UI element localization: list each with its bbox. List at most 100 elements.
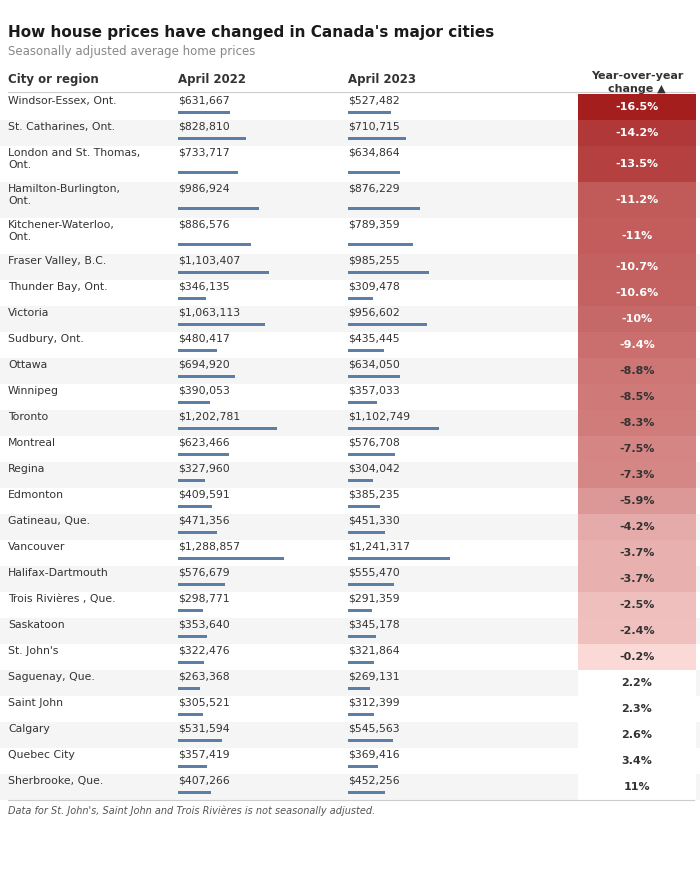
Text: -4.2%: -4.2% bbox=[620, 522, 654, 532]
Bar bbox=[348, 111, 391, 114]
Text: -2.4%: -2.4% bbox=[620, 626, 654, 636]
Text: -7.3%: -7.3% bbox=[620, 470, 654, 480]
Text: $710,715: $710,715 bbox=[348, 122, 400, 132]
Bar bbox=[578, 721, 696, 748]
Bar bbox=[348, 323, 426, 326]
Bar bbox=[0, 146, 700, 181]
Text: Victoria: Victoria bbox=[8, 308, 50, 318]
Bar bbox=[178, 401, 210, 404]
Text: -8.5%: -8.5% bbox=[620, 392, 654, 402]
Text: Calgary: Calgary bbox=[8, 724, 50, 734]
Text: Quebec City: Quebec City bbox=[8, 750, 75, 760]
Text: $305,521: $305,521 bbox=[178, 698, 230, 708]
Text: 2.6%: 2.6% bbox=[622, 730, 652, 740]
Text: $634,864: $634,864 bbox=[348, 148, 400, 158]
Text: $531,594: $531,594 bbox=[178, 724, 230, 734]
Text: $985,255: $985,255 bbox=[348, 256, 400, 266]
Bar bbox=[0, 721, 700, 748]
Text: $480,417: $480,417 bbox=[178, 333, 230, 344]
Text: $576,708: $576,708 bbox=[348, 438, 400, 448]
Bar bbox=[0, 358, 700, 384]
Text: $322,476: $322,476 bbox=[178, 645, 230, 656]
Bar bbox=[178, 609, 202, 612]
Bar bbox=[178, 505, 211, 508]
Bar bbox=[178, 271, 269, 274]
Text: -9.4%: -9.4% bbox=[619, 340, 655, 350]
Bar bbox=[348, 479, 373, 482]
Text: Edmonton: Edmonton bbox=[8, 490, 64, 500]
Bar bbox=[578, 181, 696, 218]
Bar bbox=[0, 462, 700, 488]
Text: $327,960: $327,960 bbox=[178, 464, 230, 474]
Text: Sherbrooke, Que.: Sherbrooke, Que. bbox=[8, 776, 104, 786]
Text: $733,717: $733,717 bbox=[178, 148, 230, 158]
Bar bbox=[578, 670, 696, 696]
Text: 3.4%: 3.4% bbox=[622, 755, 652, 766]
Bar bbox=[178, 765, 207, 768]
Bar bbox=[578, 254, 696, 280]
Bar bbox=[178, 583, 225, 586]
Bar bbox=[578, 409, 696, 436]
Bar bbox=[348, 687, 370, 690]
Bar bbox=[578, 644, 696, 670]
Text: -14.2%: -14.2% bbox=[615, 128, 659, 138]
Bar bbox=[348, 171, 400, 174]
Text: $385,235: $385,235 bbox=[348, 490, 400, 500]
Bar bbox=[578, 696, 696, 721]
Text: $407,266: $407,266 bbox=[178, 776, 230, 786]
Bar bbox=[178, 635, 207, 638]
Bar bbox=[0, 254, 700, 280]
Bar bbox=[348, 531, 385, 534]
Text: $1,063,113: $1,063,113 bbox=[178, 308, 240, 318]
Bar bbox=[578, 774, 696, 800]
Text: $555,470: $555,470 bbox=[348, 568, 400, 578]
Text: 2.2%: 2.2% bbox=[622, 678, 652, 687]
Bar bbox=[0, 618, 700, 644]
Bar bbox=[578, 566, 696, 592]
Bar bbox=[0, 748, 700, 774]
Bar bbox=[348, 375, 400, 378]
Text: $623,466: $623,466 bbox=[178, 438, 230, 448]
Text: -10.7%: -10.7% bbox=[615, 262, 659, 272]
Text: St. Catharines, Ont.: St. Catharines, Ont. bbox=[8, 122, 115, 132]
Text: -13.5%: -13.5% bbox=[615, 159, 659, 169]
Bar bbox=[348, 557, 450, 561]
Bar bbox=[578, 120, 696, 146]
Bar bbox=[578, 462, 696, 488]
Text: Saguenay, Que.: Saguenay, Que. bbox=[8, 672, 95, 682]
Text: $576,679: $576,679 bbox=[178, 568, 230, 578]
Text: $471,356: $471,356 bbox=[178, 516, 230, 526]
Text: -8.3%: -8.3% bbox=[620, 417, 654, 428]
Bar bbox=[578, 488, 696, 514]
Text: -11.2%: -11.2% bbox=[615, 195, 659, 205]
Bar bbox=[178, 137, 246, 140]
Text: Kitchener-Waterloo,
Ont.: Kitchener-Waterloo, Ont. bbox=[8, 220, 115, 242]
Text: -16.5%: -16.5% bbox=[615, 102, 659, 112]
Bar bbox=[348, 207, 420, 210]
Bar bbox=[178, 687, 200, 690]
Text: -3.7%: -3.7% bbox=[620, 548, 654, 558]
Bar bbox=[0, 540, 700, 566]
Text: $321,864: $321,864 bbox=[348, 645, 400, 656]
Bar bbox=[0, 94, 700, 120]
Bar bbox=[348, 401, 377, 404]
Bar bbox=[178, 297, 206, 300]
Text: $527,482: $527,482 bbox=[348, 96, 400, 105]
Bar bbox=[0, 332, 700, 358]
Bar bbox=[348, 243, 413, 246]
Text: -0.2%: -0.2% bbox=[620, 652, 654, 662]
Text: $357,419: $357,419 bbox=[178, 750, 230, 760]
Text: -3.7%: -3.7% bbox=[620, 574, 654, 584]
Bar bbox=[0, 384, 700, 409]
Bar bbox=[578, 592, 696, 618]
Bar bbox=[578, 436, 696, 462]
Bar bbox=[348, 635, 377, 638]
Text: April 2022: April 2022 bbox=[178, 73, 246, 87]
Text: Ottawa: Ottawa bbox=[8, 360, 48, 370]
Text: Windsor-Essex, Ont.: Windsor-Essex, Ont. bbox=[8, 96, 116, 105]
Text: $1,202,781: $1,202,781 bbox=[178, 412, 240, 422]
Bar bbox=[178, 661, 204, 664]
Text: -10.6%: -10.6% bbox=[615, 288, 659, 298]
Text: Vancouver: Vancouver bbox=[8, 542, 65, 552]
Bar bbox=[0, 696, 700, 721]
